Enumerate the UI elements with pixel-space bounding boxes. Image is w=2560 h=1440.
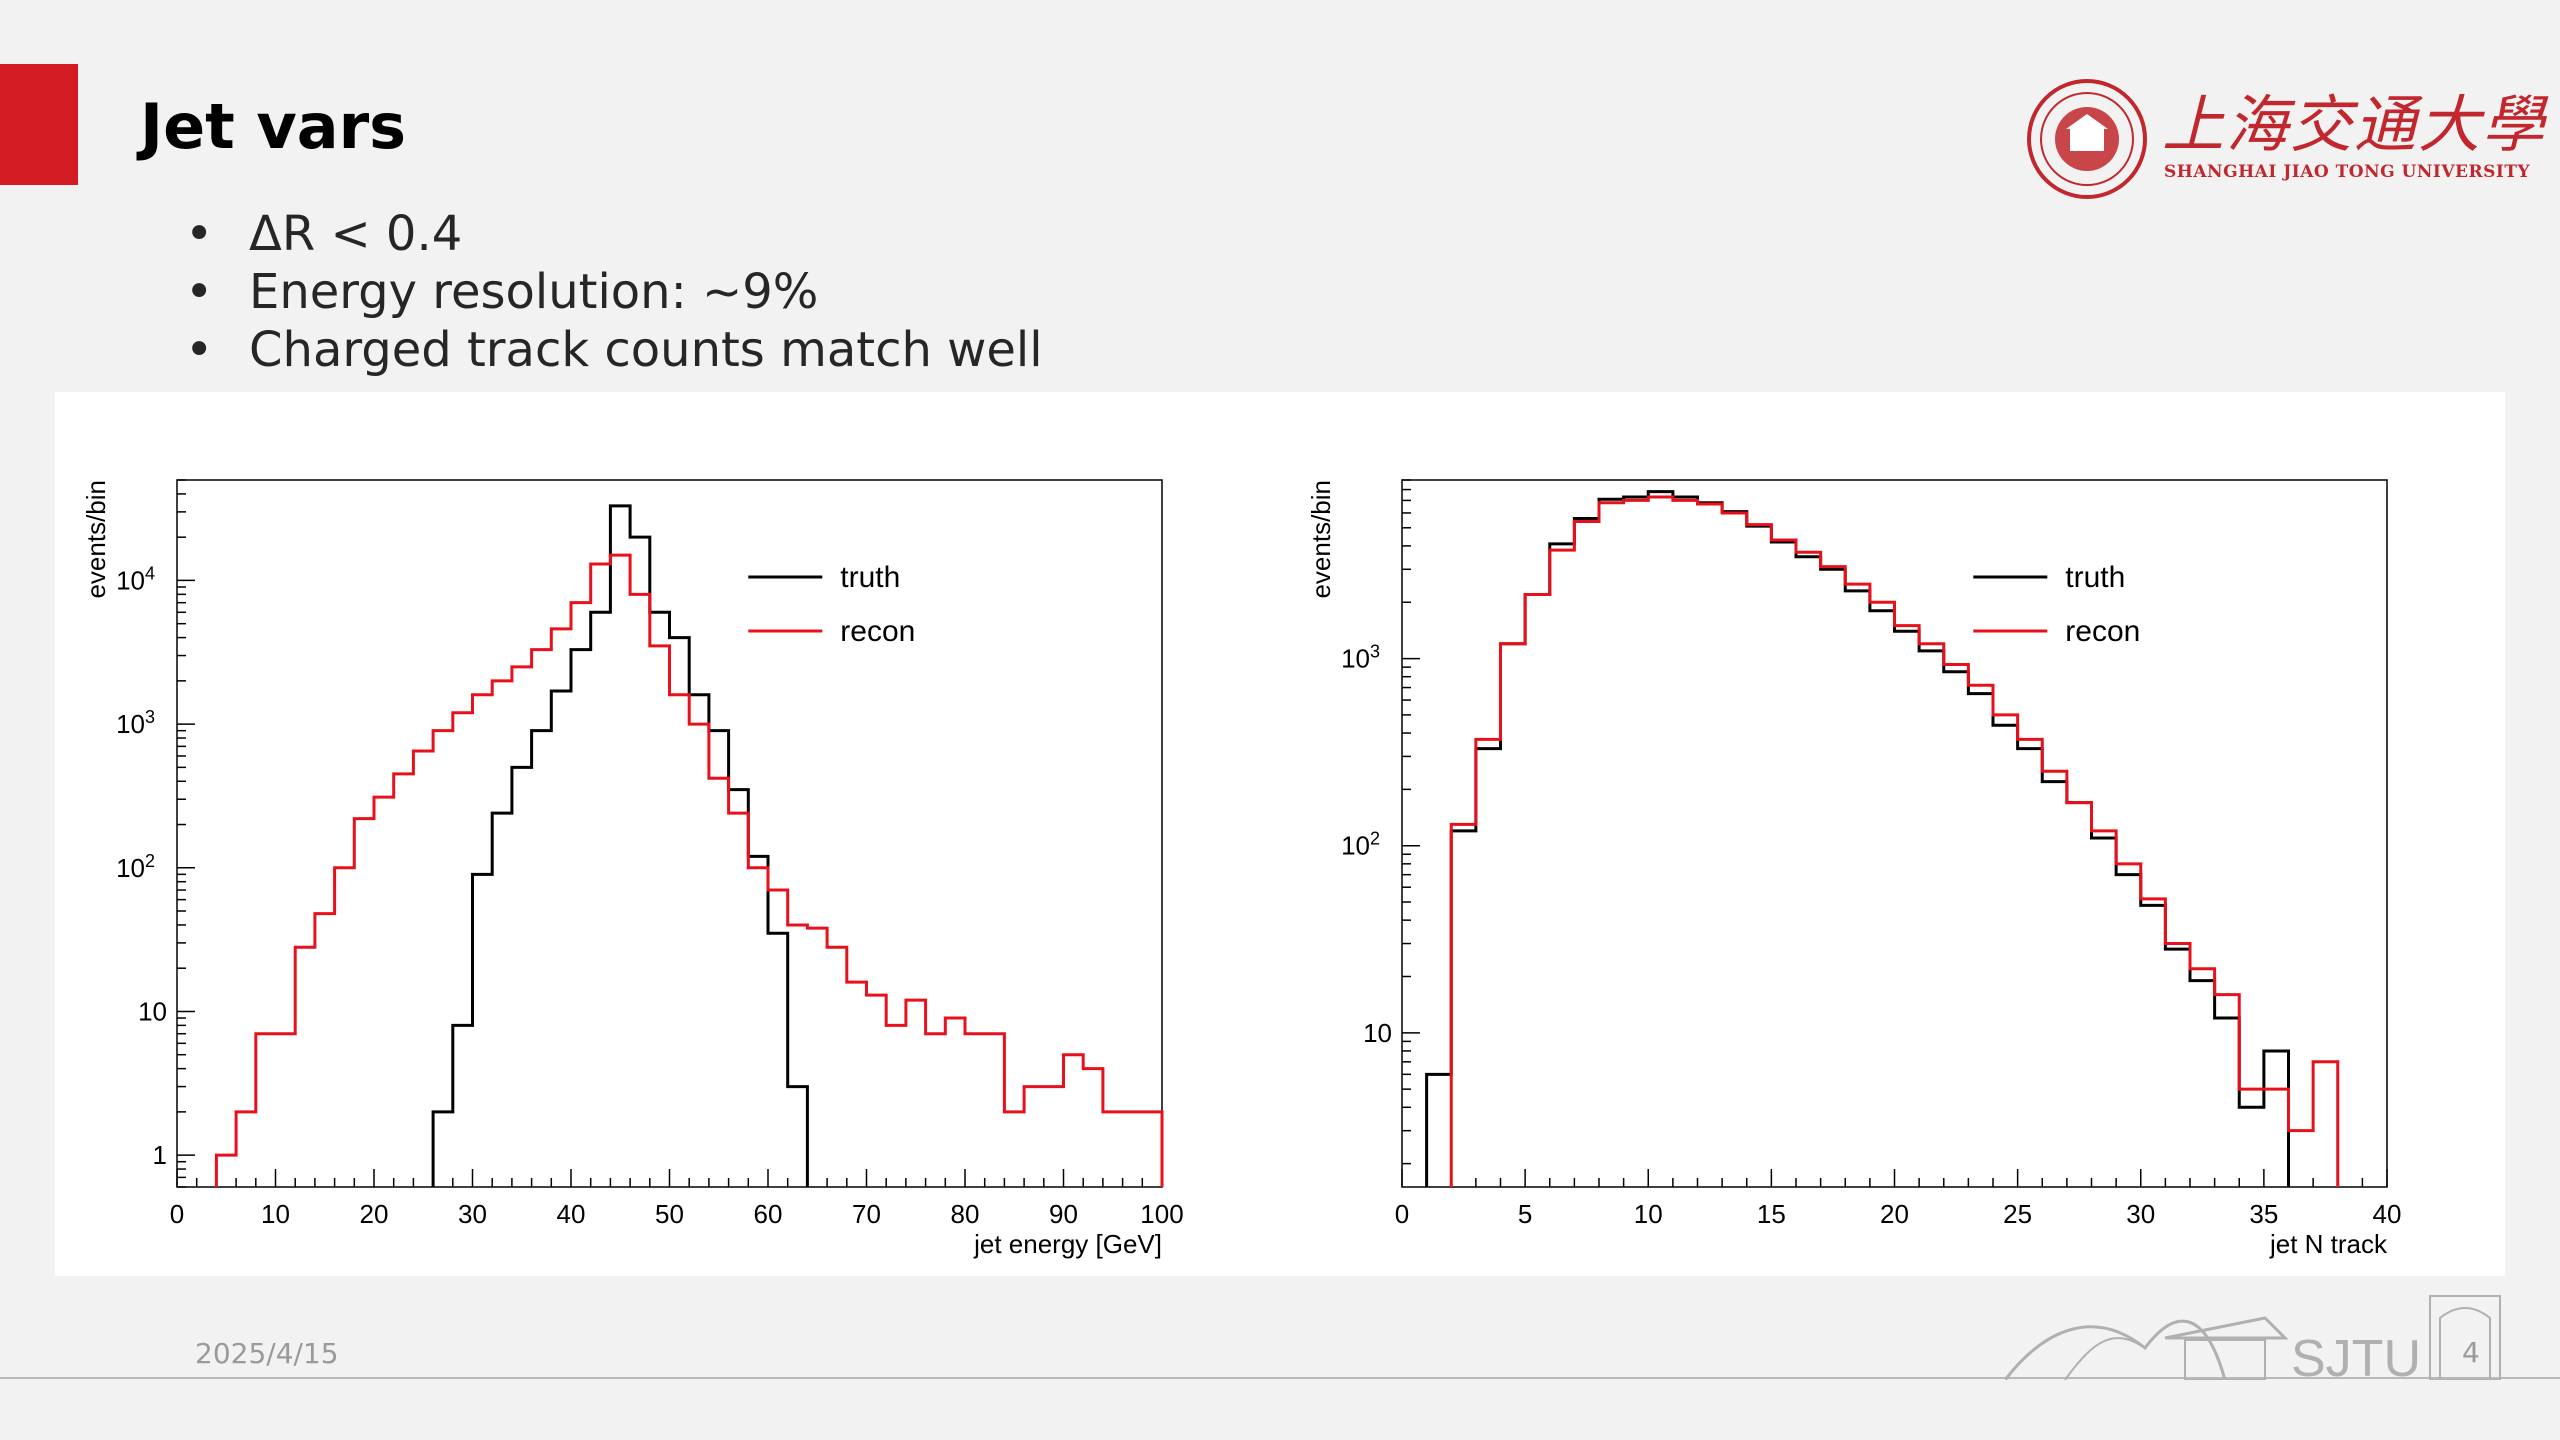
- series-truth: [431, 504, 809, 1187]
- x-tick-label: 40: [557, 1199, 586, 1229]
- bullet-list: ΔR < 0.4 Energy resolution: ~9% Charged …: [185, 205, 1043, 379]
- x-tick-label: 80: [951, 1199, 980, 1229]
- university-logo: 上海交通大學 SHANGHAI JIAO TONG UNIVERSITY: [2022, 74, 2544, 204]
- x-tick-label: 10: [1634, 1199, 1663, 1229]
- plot-frame: [176, 479, 1163, 1188]
- series-recon: [214, 553, 1164, 1187]
- slide-date: 2025/4/15: [195, 1337, 339, 1370]
- x-tick-label: 40: [2373, 1199, 2402, 1229]
- x-axis-label: jet energy [GeV]: [973, 1229, 1162, 1259]
- x-tick-label: 20: [1880, 1199, 1909, 1229]
- logo-name-cn: 上海交通大學: [2162, 88, 2547, 161]
- footer-sjtu-text: SJTU: [2291, 1330, 2421, 1380]
- jet-ntrack-histogram: 0 5 10 15 20 25 30 35 40 10 102 103 jet N track event…: [1306, 479, 2402, 1259]
- x-tick-label: 25: [2003, 1199, 2032, 1229]
- figure-panel: 0 10 20 30 40 50 60 70 80 90 100 1 10 102 103 104 jet en…: [55, 392, 2505, 1276]
- legend-label-truth: truth: [840, 561, 900, 594]
- x-tick-label: 5: [1518, 1199, 1532, 1229]
- y-tick-label: 10: [1363, 1018, 1392, 1048]
- y-tick-label: 10: [138, 996, 167, 1026]
- x-tick-label: 30: [458, 1199, 487, 1229]
- university-seal-icon: [2027, 79, 2147, 199]
- bullet-item: Energy resolution: ~9%: [185, 263, 1043, 321]
- series-truth: [1425, 490, 2290, 1187]
- series-recon: [1449, 495, 2340, 1187]
- y-axis-label: events/bin: [81, 480, 111, 599]
- x-tick-label: 100: [1140, 1199, 1183, 1229]
- x-tick-label: 50: [655, 1199, 684, 1229]
- x-tick-label: 0: [1395, 1199, 1409, 1229]
- page-number: 4: [2462, 1336, 2480, 1369]
- title-accent-bar: [0, 64, 78, 185]
- y-tick-label: 1: [153, 1140, 167, 1170]
- x-tick-label: 35: [2249, 1199, 2278, 1229]
- x-tick-label: 20: [360, 1199, 389, 1229]
- x-tick-label: 15: [1757, 1199, 1786, 1229]
- x-tick-label: 10: [261, 1199, 290, 1229]
- bullet-item: ΔR < 0.4: [185, 205, 1043, 263]
- x-tick-label: 30: [2126, 1199, 2155, 1229]
- y-tick-label: 103: [1341, 642, 1380, 674]
- y-tick-label: 102: [1341, 829, 1380, 861]
- slide-title: Jet vars: [140, 90, 407, 163]
- y-tick-label: 102: [116, 851, 155, 883]
- legend-label-recon: recon: [840, 615, 915, 648]
- y-tick-label: 103: [116, 707, 155, 739]
- footer-divider: [0, 1377, 2560, 1379]
- x-tick-label: 70: [852, 1199, 881, 1229]
- legend-label-recon: recon: [2065, 615, 2140, 648]
- x-axis-label: jet N track: [2269, 1229, 2388, 1259]
- x-tick-label: 60: [754, 1199, 783, 1229]
- chart-jet-energy: 0 10 20 30 40 50 60 70 80 90 100 1 10 102 103 104 jet en…: [55, 392, 1280, 1276]
- y-axis-label: events/bin: [1306, 480, 1336, 599]
- legend-label-truth: truth: [2065, 561, 2125, 594]
- bullet-item: Charged track counts match well: [185, 321, 1043, 379]
- sjtu-footer-skyline-icon: SJTU: [2005, 1295, 2501, 1380]
- chart-jet-ntrack: 0 5 10 15 20 25 30 35 40 10 102 103 jet N track event…: [1280, 392, 2505, 1276]
- logo-name-en: SHANGHAI JIAO TONG UNIVERSITY: [2164, 162, 2531, 182]
- x-tick-label: 0: [170, 1199, 184, 1229]
- y-tick-label: 104: [116, 563, 155, 595]
- x-tick-label: 90: [1049, 1199, 1078, 1229]
